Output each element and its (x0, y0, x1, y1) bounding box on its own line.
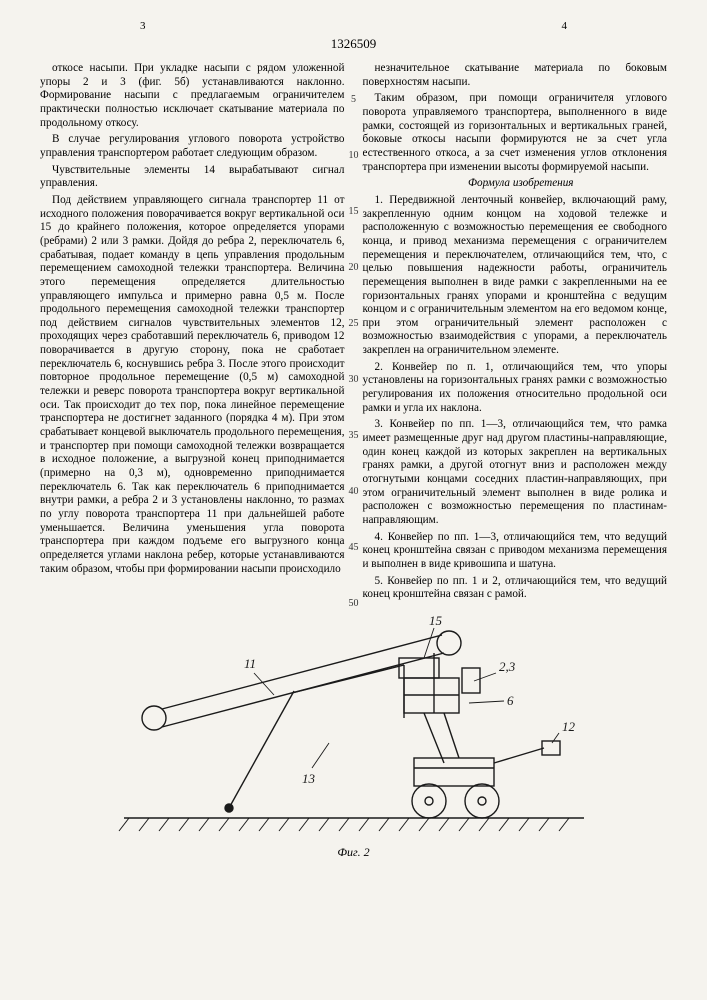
figure-caption: Фиг. 2 (40, 845, 667, 860)
claim-text: 1. Передвижной ленточный конвейер, включ… (363, 194, 668, 358)
body-text: Таким образом, при помощи ограничителя у… (363, 92, 668, 174)
left-column: откосе насыпи. При укладке насыпи с рядо… (40, 62, 345, 605)
claim-text: 4. Конвейер по пп. 1—3, отличающийся тем… (363, 531, 668, 572)
figure-2: 11 13 15 2,3 6 12 Фиг. 2 (40, 613, 667, 860)
page-number-right: 4 (562, 20, 568, 32)
line-number-gutter: 5 10 15 20 25 30 35 40 45 50 (349, 72, 359, 632)
figure-label-13: 13 (302, 771, 316, 786)
claims-title: Формула изобретения (363, 177, 668, 191)
document-number: 1326509 (40, 36, 667, 52)
body-text: Под действием управляющего сигнала транс… (40, 194, 345, 576)
figure-label-15: 15 (429, 613, 443, 628)
body-text: откосе насыпи. При укладке насыпи с рядо… (40, 62, 345, 130)
conveyor-diagram: 11 13 15 2,3 6 12 (104, 613, 604, 843)
right-column: незначительное скатывание материала по б… (363, 62, 668, 605)
figure-label-2-3: 2,3 (499, 659, 516, 674)
body-text: незначительное скатывание материала по б… (363, 62, 668, 89)
claim-text: 3. Конвейер по пп. 1—3, отличающийся тем… (363, 418, 668, 527)
figure-label-11: 11 (244, 656, 256, 671)
figure-label-6: 6 (507, 693, 514, 708)
body-text: Чувствительные элементы 14 вырабатывают … (40, 164, 345, 191)
page-number-left: 3 (140, 20, 146, 32)
claim-text: 5. Конвейер по пп. 1 и 2, отличающийся т… (363, 575, 668, 602)
claim-text: 2. Конвейер по п. 1, отличающийся тем, ч… (363, 361, 668, 416)
figure-label-12: 12 (562, 719, 576, 734)
body-text: В случае регулирования углового поворота… (40, 133, 345, 160)
